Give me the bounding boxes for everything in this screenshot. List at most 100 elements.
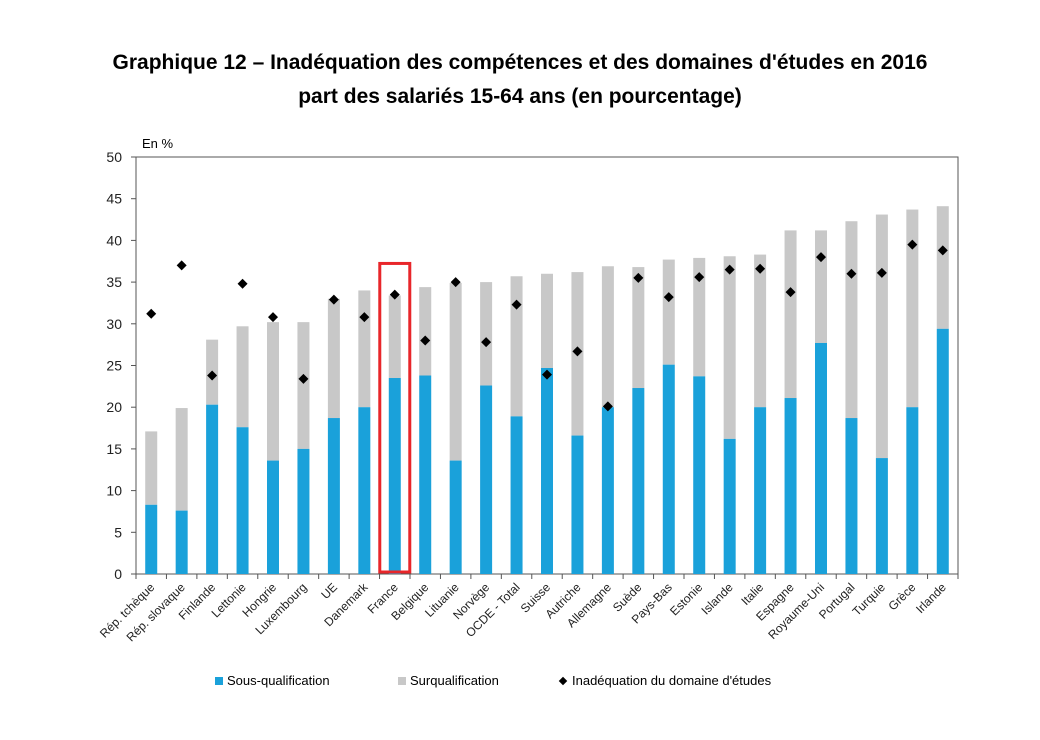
bar-sous-qualification [388,378,401,574]
bar-sous-qualification [784,398,797,574]
legend-label: Inadéquation du domaine d'études [572,673,772,688]
bar-surqualification [754,254,767,408]
y-tick-label: 50 [106,149,122,165]
bar-surqualification [175,408,188,511]
diamond-icon [558,676,568,685]
bar-surqualification [541,273,553,369]
marker-inadequation [511,299,522,310]
y-tick-label: 25 [106,358,122,374]
bar-surqualification [662,259,675,365]
bar-sous-qualification [541,368,553,574]
y-tick-label: 35 [106,274,122,290]
y-tick-label: 40 [106,232,122,248]
bar-sous-qualification [236,427,249,574]
marker-inadequation [755,263,766,274]
marker-inadequation [176,260,187,271]
bar-sous-qualification [327,418,340,574]
y-axis-label: En % [142,136,174,151]
bar-surqualification [480,282,493,386]
marker-inadequation [937,245,948,256]
marker-inadequation [602,401,613,412]
bar-surqualification [388,295,401,379]
bar-sous-qualification [510,416,523,574]
bar-sous-qualification [936,328,949,574]
y-tick-label: 45 [106,191,122,207]
bar-sous-qualification [815,342,827,574]
bar-sous-qualification [693,376,706,574]
bar-surqualification [601,266,614,408]
bar-sous-qualification [632,388,645,574]
marker-inadequation [420,335,431,346]
marker-inadequation [389,289,400,300]
marker-inadequation [633,272,644,283]
bar-surqualification [145,431,158,505]
legend-label: Surqualification [410,673,499,688]
y-tick-label: 20 [106,399,122,415]
bar-surqualification [906,209,919,408]
bar-sous-qualification [662,364,675,574]
marker-inadequation [146,308,157,319]
marker-inadequation [663,292,674,303]
y-tick-label: 30 [106,316,122,332]
x-tick-label: Grèce [885,580,918,613]
bar-sous-qualification [175,510,188,574]
bar-sous-qualification [297,448,310,574]
bar-surqualification [693,257,706,377]
marker-inadequation [846,268,857,279]
bar-surqualification [449,282,462,461]
bar-surqualification [936,206,949,329]
marker-inadequation [785,287,796,298]
marker-inadequation [907,239,918,250]
bar-surqualification [784,230,797,399]
marker-inadequation [328,294,339,305]
bar-sous-qualification [906,407,919,574]
marker-inadequation [876,267,887,278]
marker-inadequation [542,369,552,380]
bar-sous-qualification [845,418,858,574]
highlight-box-france [378,261,412,574]
bar-sous-qualification [267,460,279,574]
bar-surqualification [815,230,827,343]
x-tick-label: Estonie [667,580,705,618]
x-tick-label: Islande [699,580,736,617]
marker-inadequation [724,264,735,275]
y-tick-label: 15 [106,441,122,457]
bar-surqualification [297,322,310,449]
bar-surqualification [419,287,432,376]
legend-item-sous-qualification: Sous-qualification [215,672,330,690]
marker-inadequation [207,370,218,381]
bar-surqualification [358,290,371,408]
bar-sous-qualification [723,438,736,574]
legend-label: Sous-qualification [227,673,330,688]
bar-sous-qualification [571,435,584,574]
legend-swatch-grey [398,676,406,685]
chart-subtitle: part des salariés 15-64 ans (en pourcent… [298,85,742,108]
bar-sous-qualification [449,460,462,574]
bar-surqualification [327,298,340,419]
bar-sous-qualification [358,407,371,574]
y-tick-label: 10 [106,483,122,499]
bar-sous-qualification [754,407,767,574]
bar-sous-qualification [480,385,493,574]
legend-item-surqualification: Surqualification [398,672,499,690]
bar-sous-qualification [206,404,219,574]
bar-surqualification [236,326,249,428]
legend-swatch-blue [215,676,223,685]
bar-surqualification [267,322,279,461]
marker-inadequation [816,252,826,263]
x-tick-label: Turquie [850,580,889,619]
x-tick-label: UE [318,580,340,602]
marker-inadequation [237,278,248,289]
bar-sous-qualification [875,458,888,574]
x-tick-label: Irlande [913,580,949,616]
marker-inadequation [481,337,492,348]
marker-inadequation [572,346,583,357]
legend: Sous-qualification Surqualification Inad… [0,672,1040,692]
y-tick-label: 0 [114,566,122,582]
marker-inadequation [359,312,370,323]
chart-title: Graphique 12 – Inadéquation des compéten… [112,51,928,74]
marker-inadequation [450,277,461,288]
bar-sous-qualification [145,504,158,574]
